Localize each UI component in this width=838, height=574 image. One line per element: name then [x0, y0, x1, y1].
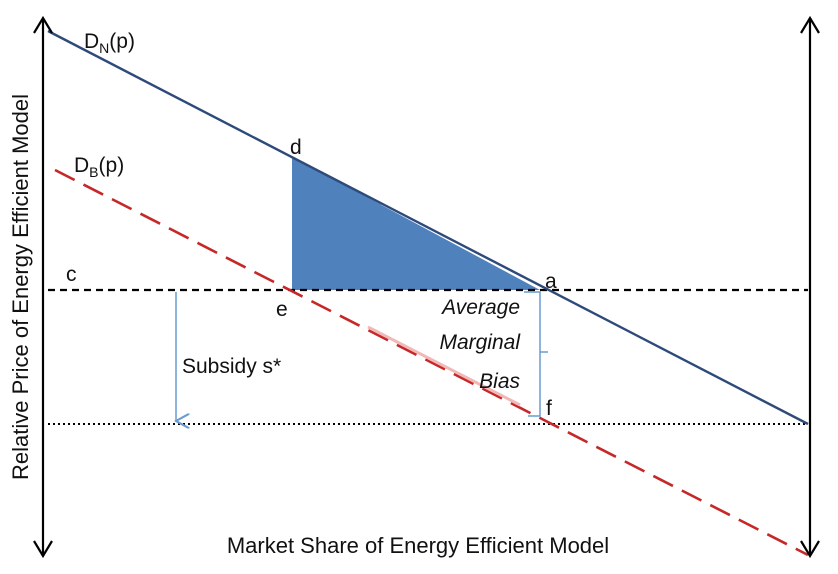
- bias-label-line-1: Average: [440, 296, 520, 319]
- point-label-a: a: [545, 270, 557, 293]
- normal-demand-curve: [47, 29, 809, 426]
- dn-curve-label: DN(p): [84, 30, 135, 56]
- point-label-f: f: [546, 397, 552, 420]
- bias-label-line-3: Bias: [479, 370, 520, 393]
- right-axis: [800, 15, 820, 559]
- left-axis: [33, 15, 53, 559]
- subsidy-label: Subsidy s*: [182, 355, 281, 378]
- biased-demand-curve: [54, 168, 809, 557]
- bias-bracket: [524, 291, 548, 417]
- x-axis-label: Market Share of Energy Efficient Model: [227, 533, 609, 558]
- point-label-d: d: [290, 136, 302, 159]
- point-label-e: e: [276, 298, 288, 321]
- y-axis-label: Relative Price of Energy Efficient Model: [8, 94, 33, 480]
- bias-label-line-2: Marginal: [439, 331, 521, 354]
- biased-demand-faded-segment: [367, 325, 521, 407]
- db-curve-label: DB(p): [74, 154, 124, 180]
- point-label-c: c: [66, 263, 77, 286]
